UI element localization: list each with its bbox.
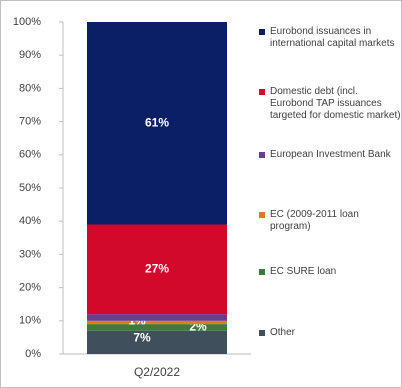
legend-item: EC (2009-2011 loan program) (259, 209, 401, 233)
legend-item: Eurobond issuances in international capi… (259, 26, 401, 50)
value-label: 61% (145, 115, 169, 129)
y-tick-label: 20% (19, 282, 41, 294)
legend-item: European Investment Bank (259, 149, 401, 161)
value-label: 27% (145, 262, 169, 276)
legend-item: Domestic debt (incl. Eurobond TAP issuan… (259, 86, 401, 122)
legend-swatch (259, 330, 265, 336)
bar-segment (87, 22, 227, 225)
y-tick-label: 60% (19, 149, 41, 161)
y-tick-label: 40% (19, 215, 41, 227)
value-label: 7% (133, 331, 151, 345)
y-tick-label: 10% (19, 315, 41, 327)
bar-segment (87, 330, 227, 354)
legend-label: Other (270, 327, 296, 338)
legend-swatch (259, 212, 265, 218)
bar-segment (87, 320, 227, 325)
legend-label: Eurobond issuances in international capi… (270, 26, 395, 49)
legend-label: Domestic debt (incl. Eurobond TAP issuan… (270, 86, 401, 121)
legend-label: European Investment Bank (270, 149, 391, 160)
x-tick-label: Q2/2022 (134, 365, 180, 379)
bar-segment (87, 224, 227, 315)
legend-swatch (259, 29, 265, 35)
y-tick-label: 90% (19, 49, 41, 61)
legend-item: Other (259, 327, 401, 339)
y-tick-label: 80% (19, 82, 41, 94)
legend-swatch (259, 89, 265, 95)
legend-swatch (259, 152, 265, 158)
y-tick-label: 50% (19, 182, 41, 194)
legend-item: EC SURE loan (259, 266, 401, 278)
legend-label: EC (2009-2011 loan program) (270, 209, 359, 232)
y-tick-label: 30% (19, 248, 41, 260)
bar-segment (87, 314, 227, 321)
legend-label: EC SURE loan (270, 266, 337, 277)
y-tick-label: 70% (19, 116, 41, 128)
y-tick-label: 100% (13, 16, 41, 28)
y-tick-label: 0% (25, 348, 41, 360)
bar-segment (87, 324, 227, 331)
legend-swatch (259, 269, 265, 275)
